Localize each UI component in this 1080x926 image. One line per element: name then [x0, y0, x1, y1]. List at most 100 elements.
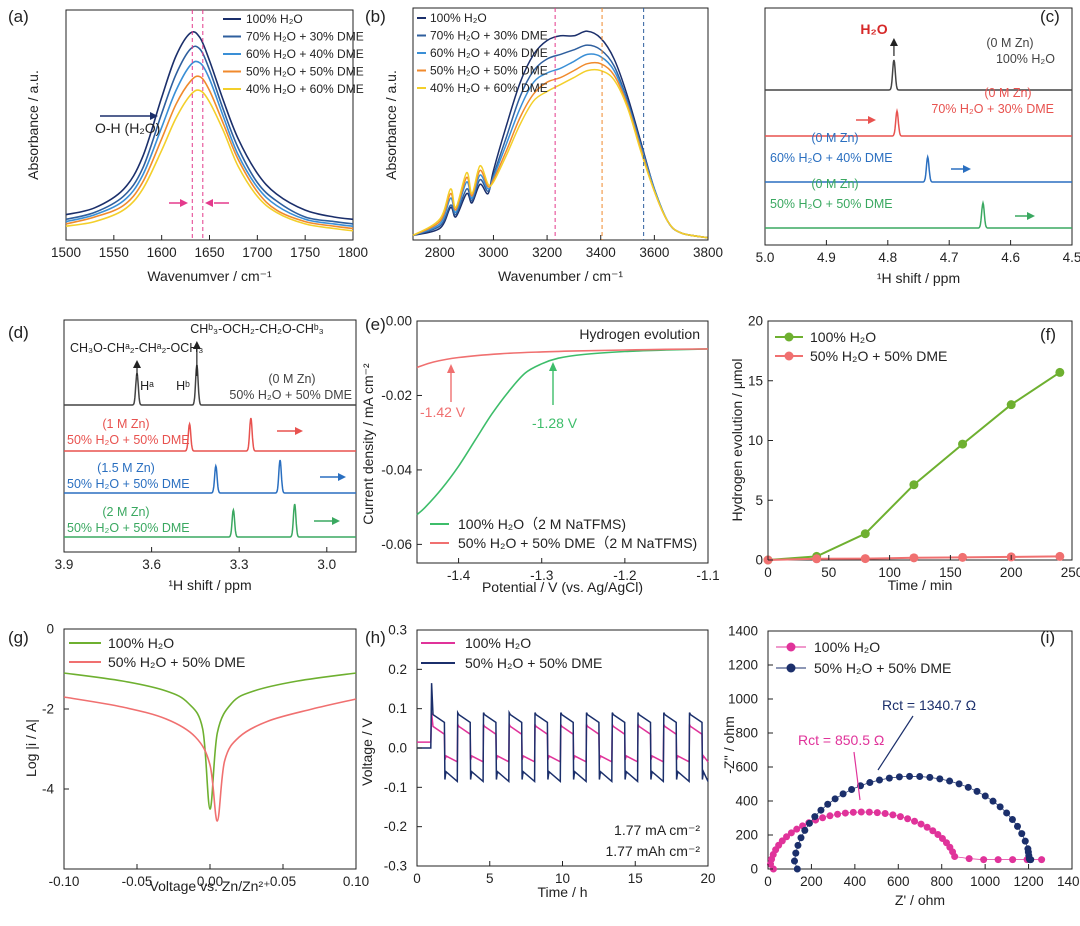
- panel-i-point: [885, 774, 893, 782]
- panel-i-xtick-label: 800: [930, 874, 953, 889]
- panel-i-point: [923, 823, 931, 831]
- panel-c-xtick-label: 4.6: [1001, 250, 1020, 265]
- panel-e-ytick-label: 0.00: [386, 314, 412, 329]
- panel-h-xtick-label: 15: [628, 871, 643, 886]
- panel-f-point: [1055, 367, 1065, 377]
- panel-c-xtick-label: 4.9: [817, 250, 836, 265]
- panel-e-legend-label: 50% H₂O + 50% DME（2 M NaTFMS): [458, 535, 697, 551]
- panel-b-label: (b): [365, 7, 386, 26]
- panel-a-xtick-label: 1500: [51, 245, 81, 260]
- panel-i-point: [875, 776, 883, 784]
- panel-d-series-label: 50% H₂O + 50% DME: [229, 388, 352, 402]
- panel-h-legend-label: 100% H₂O: [465, 635, 531, 651]
- panel-c-series-label: 60% H₂O + 40% DME: [770, 151, 893, 165]
- panel-b-xtick-label: 3200: [532, 245, 562, 260]
- panel-d-series-label: 50% H₂O + 50% DME: [67, 521, 190, 535]
- panel-h-series-line: [417, 683, 709, 784]
- panel-i-ytick-label: 800: [735, 726, 758, 741]
- panel-c-frame: [764, 7, 1073, 246]
- panel-e-ylabel: Current density / mA cm⁻²: [360, 363, 376, 525]
- panel-d-xtick-label: 3.9: [55, 557, 74, 572]
- panel-e-frame: [416, 320, 709, 564]
- panel-a-arrow-left-head: [205, 199, 213, 207]
- panel-c-spectrum: [765, 154, 1072, 183]
- panel-b-legend-label: 50% H₂O + 50% DME: [430, 64, 548, 78]
- panel-e-xtick-label: -1.2: [613, 568, 636, 583]
- panel-e-arrow-pink-head: [447, 364, 455, 373]
- panel-g-series-line: [63, 696, 357, 822]
- panel-c-shift-arrow-head: [963, 165, 971, 173]
- panel-g-xtick-label: 0.05: [270, 874, 296, 889]
- panel-i-point: [904, 815, 912, 823]
- panel-f-legend-marker: [784, 332, 794, 342]
- panel-d-ha-label: Hᵃ: [140, 379, 154, 393]
- panel-d-series-label: (1 M Zn): [102, 417, 149, 431]
- panel-i-point: [787, 829, 795, 837]
- panel-f-legend-label: 100% H₂O: [810, 329, 876, 345]
- panel-d-peak-arrow-head: [192, 341, 201, 349]
- panel-i-point: [865, 808, 873, 816]
- panel-i-point: [934, 831, 942, 839]
- panel-g-xtick-label: 0.00: [197, 874, 223, 889]
- panel-i-point: [826, 812, 834, 820]
- panel-d-shift-arrow-head: [332, 517, 340, 525]
- panel-d-spectrum: [64, 459, 356, 494]
- panel-i-point: [916, 773, 924, 781]
- panel-f-xtick-label: 50: [821, 565, 836, 580]
- panel-e-series-line: [416, 348, 709, 516]
- panel-c-xtick-label: 4.8: [878, 250, 897, 265]
- panel-e-title: Hydrogen evolution: [579, 326, 700, 342]
- panel-a-series-line: [65, 60, 354, 227]
- panel-d-peak-arrow-head: [133, 360, 141, 368]
- panel-i-point: [981, 792, 989, 800]
- panel-a-ylabel: Absorbance / a.u.: [25, 70, 41, 180]
- panel-e-arrow-green-head: [549, 362, 557, 371]
- panel-i-frame: [767, 630, 1073, 870]
- panel-f-ytick-label: 10: [748, 433, 763, 448]
- panel-h-ytick-label: -0.3: [384, 859, 407, 874]
- panel-h-ytick-label: -0.1: [384, 780, 407, 795]
- panel-i-point: [895, 773, 903, 781]
- panel-e-ytick-label: -0.04: [381, 462, 412, 477]
- panel-i-ytick-label: 1200: [728, 658, 758, 673]
- panel-i-point: [801, 826, 809, 834]
- panel-i-point: [819, 814, 827, 822]
- panel-d-spectrum: [64, 417, 356, 452]
- panel-a-series-line: [65, 45, 354, 225]
- panel-g-xlabel: Voltage vs. Zn/Zn²⁺: [150, 878, 271, 894]
- panel-i-point: [896, 813, 904, 821]
- panel-d-xtick-label: 3.6: [142, 557, 161, 572]
- panel-i-ytick-label: 600: [735, 760, 758, 775]
- panel-i-legend-label: 50% H₂O + 50% DME: [814, 660, 951, 676]
- panel-a-xtick-label: 1700: [242, 245, 272, 260]
- panel-i-point: [955, 780, 963, 788]
- panel-a-xtick-label: 1650: [194, 245, 224, 260]
- panel-i-xtick-label: 200: [800, 874, 823, 889]
- panel-i-point: [946, 777, 954, 785]
- panel-i-xtick-label: 0: [764, 874, 772, 889]
- panel-i-point: [1013, 822, 1021, 830]
- panel-i-point: [1003, 809, 1011, 817]
- panel-f-label: (f): [1040, 325, 1056, 344]
- panel-c-series-label: 50% H₂O + 50% DME: [770, 197, 893, 211]
- panel-d-spectrum: [64, 364, 356, 406]
- panel-c-series-label: (0 M Zn): [811, 177, 858, 191]
- panel-f-point: [812, 554, 822, 564]
- panel-f-ytick-label: 20: [748, 314, 763, 329]
- panel-i-annotation-pink: Rct = 850.5 Ω: [798, 732, 884, 748]
- panel-a-series-line: [65, 75, 354, 230]
- panel-c-series-label: (0 M Zn): [811, 131, 858, 145]
- panel-a-legend-label: 50% H₂O + 50% DME: [246, 65, 364, 79]
- panel-i-point: [849, 808, 857, 816]
- panel-g-legend-label: 50% H₂O + 50% DME: [108, 654, 245, 670]
- panel-i-point: [866, 779, 874, 787]
- panel-h-ytick-label: -0.2: [384, 819, 407, 834]
- panel-i-point: [1038, 856, 1046, 864]
- panel-b-xtick-label: 2800: [425, 245, 455, 260]
- panel-i-point: [834, 810, 842, 818]
- panel-f-point: [860, 529, 870, 539]
- panel-a-xtick-label: 1600: [147, 245, 177, 260]
- panel-d-frame: [63, 319, 357, 553]
- panel-b-legend-label: 40% H₂O + 60% DME: [430, 81, 548, 95]
